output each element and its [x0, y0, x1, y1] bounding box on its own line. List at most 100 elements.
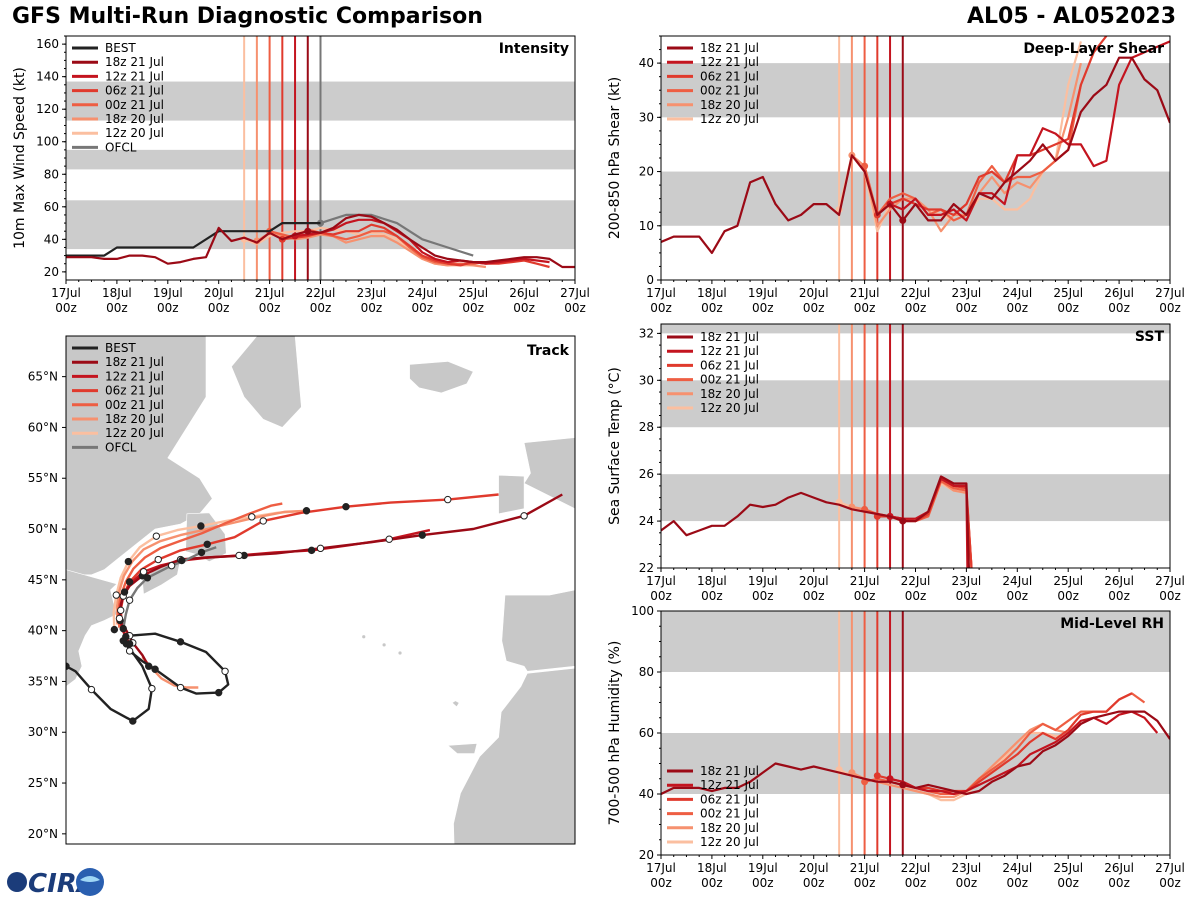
track-point-12z-20-jul: [112, 591, 120, 599]
track-point-best: [151, 665, 159, 673]
track-point-12z-20-jul: [124, 557, 133, 566]
intensity-xtick-sublabel: 00z: [412, 301, 434, 315]
shear-xtick-label: 18Jul: [697, 286, 727, 300]
sst-xtick-label: 19Jul: [748, 574, 778, 588]
track-point-ofcl: [197, 548, 206, 557]
sst-xtick-sublabel: 00z: [1007, 589, 1029, 603]
rh-xtick-label: 18Jul: [697, 861, 727, 875]
intensity-xtick-label: 23Jul: [357, 286, 387, 300]
landmass-greenland: [231, 336, 302, 428]
track-ytick-label: 65°N: [28, 370, 58, 384]
track-ytick-label: 35°N: [28, 674, 58, 688]
track-point-12z-20-jul: [197, 522, 205, 530]
sst-xtick-sublabel: 00z: [701, 589, 723, 603]
rh-xtick-label: 21Jul: [850, 861, 880, 875]
shear-xtick-label: 26Jul: [1104, 286, 1134, 300]
intensity-xtick-label: 19Jul: [153, 286, 183, 300]
storm-id: AL05 - AL052023: [967, 4, 1176, 29]
rh-xtick-label: 25Jul: [1053, 861, 1083, 875]
rh-xtick-label: 26Jul: [1104, 861, 1134, 875]
track-point-12z-21-jul: [115, 614, 124, 623]
intensity-series-ofcl: [320, 213, 474, 257]
shear-legend-label-12z-21-jul: 12z 21 Jul: [700, 55, 759, 69]
rh-xtick-sublabel: 00z: [1108, 876, 1130, 890]
shear-xtick-sublabel: 00z: [803, 301, 825, 315]
rh-xtick-sublabel: 00z: [752, 876, 774, 890]
shear-marker-18z-21-jul: [899, 216, 907, 224]
sst-band-2: [661, 324, 1170, 334]
shear-ytick-label: 0: [646, 273, 654, 287]
shear-xtick-label: 22Jul: [901, 286, 931, 300]
sst-xtick-sublabel: 00z: [1108, 589, 1130, 603]
intensity-panel: 2040608010012014016017Jul00z18Jul00z19Ju…: [12, 35, 590, 315]
landmass-azores-2: [362, 635, 366, 639]
rh-xtick-label: 23Jul: [952, 861, 982, 875]
rh-xtick-label: 24Jul: [1002, 861, 1032, 875]
track-point-12z-20-jul: [152, 532, 161, 540]
intensity-xtick-sublabel: 00z: [564, 301, 586, 315]
shear-xtick-sublabel: 00z: [905, 301, 927, 315]
sst-xtick-sublabel: 00z: [854, 589, 876, 603]
rh-xtick-sublabel: 00z: [905, 876, 927, 890]
rh-xtick-label: 22Jul: [901, 861, 931, 875]
track-ytick-label: 40°N: [28, 624, 58, 638]
shear-xtick-label: 21Jul: [850, 286, 880, 300]
track-point-12z-20-jul: [302, 507, 311, 515]
track-point-06z-21-jul: [117, 606, 125, 615]
intensity-xtick-sublabel: 00z: [361, 301, 383, 315]
sst-legend-label-00z-21-jul: 00z 21 Jul: [700, 373, 759, 387]
shear-xtick-label: 17Jul: [646, 286, 676, 300]
track-panel: 20°N 25°N 30°N 35°N 40°N 45°N 50°N 55°N 60°N 65°N…: [28, 335, 576, 845]
sst-legend-label-06z-21-jul: 06z 21 Jul: [700, 358, 759, 372]
track-point-12z-21-jul: [235, 551, 243, 560]
sst-panel: 22242628303217Jul00z18Jul00z19Jul00z20Ju…: [607, 323, 1185, 603]
rh-legend-label-00z-21-jul: 00z 21 Jul: [700, 807, 759, 821]
track-point-06z-21-jul: [342, 502, 350, 511]
rh-xtick-sublabel: 00z: [1057, 876, 1079, 890]
sst-marker-18z-21-jul: [899, 517, 907, 525]
sst-legend-label-12z-21-jul: 12z 21 Jul: [700, 344, 759, 358]
rh-legend-label-12z-21-jul: 12z 21 Jul: [700, 778, 759, 792]
sst-ytick-label: 30: [639, 373, 654, 387]
track-point-12z-20-jul: [110, 625, 119, 634]
rh-plot-area: [661, 611, 1170, 855]
intensity-plot-area: [66, 36, 575, 280]
sst-band-1: [661, 380, 1170, 428]
track-point-best: [66, 662, 70, 670]
shear-ytick-label: 20: [639, 165, 654, 179]
shear-xtick-sublabel: 00z: [1159, 301, 1181, 315]
intensity-series-18z-21-jul: [66, 213, 575, 269]
intensity-xtick-sublabel: 00z: [106, 301, 128, 315]
sst-xtick-label: 21Jul: [850, 574, 880, 588]
track-ytick-label: 55°N: [28, 471, 58, 485]
shear-xtick-sublabel: 00z: [854, 301, 876, 315]
shear-xtick-sublabel: 00z: [956, 301, 978, 315]
sst-legend-label-18z-21-jul: 18z 21 Jul: [700, 330, 759, 344]
track-point-best: [148, 684, 156, 693]
track-ytick-label: 20°N: [28, 827, 58, 841]
sst-title: SST: [1135, 329, 1165, 345]
shear-xtick-sublabel: 00z: [752, 301, 774, 315]
intensity-xtick-label: 17Jul: [51, 286, 81, 300]
sst-xtick-sublabel: 00z: [752, 589, 774, 603]
cira-logo: CIRA: [7, 868, 104, 899]
track-point-ofcl: [125, 596, 134, 604]
shear-legend-label-06z-21-jul: 06z 21 Jul: [700, 69, 759, 83]
rh-xtick-label: 17Jul: [646, 861, 676, 875]
intensity-ytick-label: 160: [36, 37, 59, 51]
track-map-area: [66, 336, 575, 844]
rh-series-18z-21-jul: [661, 710, 1170, 796]
rh-xtick-sublabel: 00z: [803, 876, 825, 890]
rh-xtick-sublabel: 00z: [1159, 876, 1181, 890]
shear-plot-area: [661, 36, 1170, 280]
shear-xtick-label: 24Jul: [1002, 286, 1032, 300]
track-point-ofcl: [167, 561, 176, 570]
figure-title: GFS Multi-Run Diagnostic Comparison: [12, 4, 483, 29]
intensity-xtick-sublabel: 00z: [462, 301, 484, 315]
intensity-ytick-label: 80: [44, 167, 59, 181]
intensity-title: Intensity: [499, 41, 569, 57]
track-point-best: [176, 683, 185, 692]
rh-xtick-label: 19Jul: [748, 861, 778, 875]
